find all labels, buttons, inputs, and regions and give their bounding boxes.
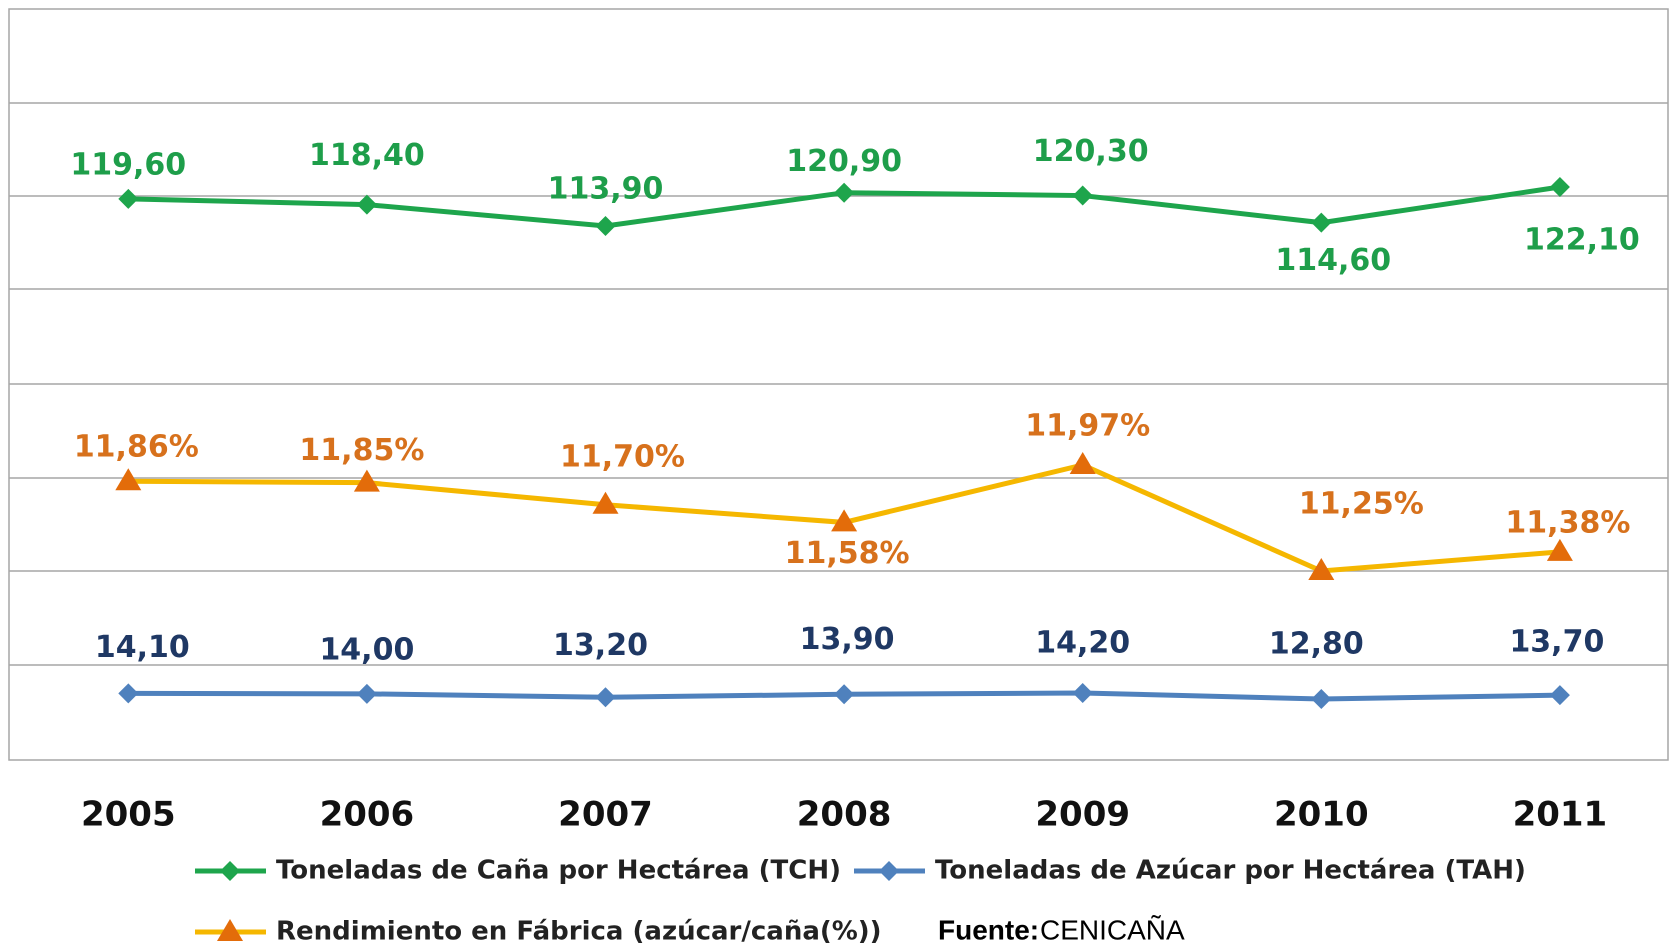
source-label: Fuente: <box>938 914 1039 945</box>
data-label: 11,38% <box>1505 505 1630 540</box>
data-label: 11,70% <box>560 439 685 474</box>
point <box>220 861 240 881</box>
point <box>118 188 139 209</box>
x-tick-label: 2011 <box>1513 795 1608 835</box>
point <box>1311 212 1332 233</box>
data-label: 113,90 <box>548 172 664 207</box>
point <box>353 469 380 492</box>
grid <box>9 102 1668 666</box>
data-label: 114,60 <box>1275 243 1391 278</box>
point <box>595 687 616 708</box>
x-tick-label: 2005 <box>81 795 176 835</box>
point <box>1549 177 1570 197</box>
point <box>356 683 377 704</box>
data-label: 119,60 <box>70 147 186 182</box>
data-label: 12,80 <box>1269 627 1364 662</box>
point <box>118 683 139 704</box>
x-tick-label: 2006 <box>320 795 415 835</box>
legend-label: Toneladas de Caña por Hectárea (TCH) <box>276 856 841 886</box>
data-label: 118,40 <box>309 138 425 173</box>
legend-label: Toneladas de Azúcar por Hectárea (TAH) <box>935 856 1526 886</box>
x-tick-label: 2007 <box>558 795 653 835</box>
x-tick-label: 2009 <box>1035 795 1130 835</box>
point <box>1072 683 1093 703</box>
data-label: 11,85% <box>299 433 424 468</box>
point <box>831 509 858 532</box>
point <box>592 491 619 514</box>
point <box>1069 452 1096 474</box>
x-tick-label: 2010 <box>1274 795 1369 835</box>
data-label: 122,10 <box>1524 223 1640 258</box>
data-label: 14,20 <box>1035 626 1130 661</box>
point <box>1072 185 1093 206</box>
point <box>1546 538 1573 561</box>
data-label: 13,20 <box>553 628 648 663</box>
data-label: 120,30 <box>1033 134 1149 169</box>
data-label: 11,86% <box>74 430 199 465</box>
source: CENICAÑA <box>1040 914 1185 945</box>
data-label: 11,25% <box>1299 487 1424 522</box>
data-label: 13,90 <box>800 622 895 657</box>
point <box>595 216 616 236</box>
point <box>1549 685 1570 706</box>
x-tick-label: 2008 <box>797 795 892 835</box>
data-label: 11,97% <box>1025 409 1150 444</box>
point <box>1308 558 1335 580</box>
data-label: 120,90 <box>786 144 902 179</box>
data-label: 14,00 <box>319 632 414 667</box>
point <box>217 919 243 941</box>
point <box>1311 689 1332 709</box>
point <box>834 684 855 705</box>
point <box>356 194 377 215</box>
data-label: 13,70 <box>1509 625 1604 660</box>
point <box>834 182 855 203</box>
data-label: 14,10 <box>95 630 190 665</box>
point <box>879 861 899 881</box>
data-label: 11,58% <box>785 536 910 571</box>
legend-label: Rendimiento en Fábrica (azúcar/caña(%)) <box>276 917 882 947</box>
point <box>115 468 142 491</box>
